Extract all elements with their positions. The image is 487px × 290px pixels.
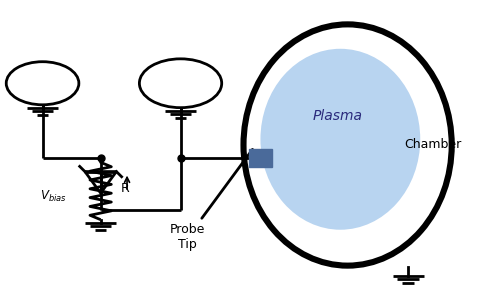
Text: $V_{bias}$: $V_{bias}$ bbox=[167, 76, 194, 91]
Bar bbox=[249, 148, 272, 167]
Ellipse shape bbox=[244, 24, 452, 266]
Text: Probe
Tip: Probe Tip bbox=[170, 149, 252, 251]
Text: $V_{bias}$: $V_{bias}$ bbox=[40, 189, 67, 204]
Ellipse shape bbox=[261, 49, 420, 230]
Text: R: R bbox=[121, 182, 130, 195]
Circle shape bbox=[6, 62, 79, 105]
Circle shape bbox=[139, 59, 222, 108]
Text: Chamber: Chamber bbox=[404, 139, 461, 151]
Text: $V_R$: $V_R$ bbox=[35, 76, 51, 91]
Text: Plasma: Plasma bbox=[313, 109, 363, 123]
